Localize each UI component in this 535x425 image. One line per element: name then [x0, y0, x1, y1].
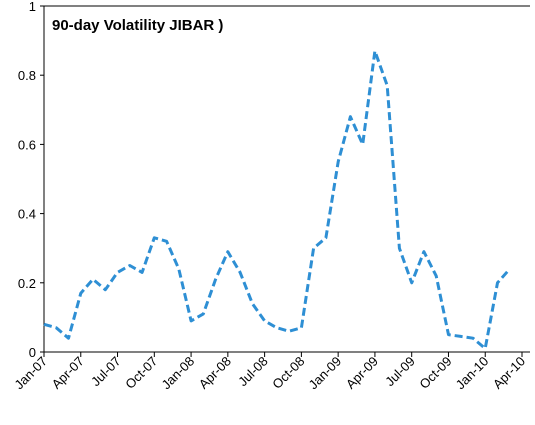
y-tick-label: 1 [29, 0, 36, 14]
x-tick-label: Oct-07 [122, 354, 160, 392]
x-tick-label: Jan-08 [158, 354, 197, 393]
x-tick-label: Apr-08 [196, 354, 234, 392]
x-tick-label: Apr-09 [343, 354, 381, 392]
x-tick-label: Jul-08 [235, 354, 271, 390]
x-tick-label: Apr-07 [49, 354, 87, 392]
x-tick-label: Jan-10 [453, 354, 492, 393]
x-tick-label: Jul-09 [382, 354, 418, 390]
data-line [43, 49, 511, 350]
x-tick-label: Oct-09 [416, 354, 454, 392]
chart-title: 90-day Volatility JIBAR ) [52, 17, 223, 34]
y-tick-label: 0.8 [18, 68, 36, 83]
x-tick-label: Apr-10 [490, 354, 528, 392]
x-tick-label: Oct-08 [269, 354, 307, 392]
y-tick-label: 0.4 [18, 207, 36, 222]
y-tick-label: 0.2 [18, 276, 36, 291]
x-tick-label: Jul-07 [88, 354, 124, 390]
y-tick-label: 0.6 [18, 137, 36, 152]
y-tick-label: 0 [29, 345, 36, 360]
x-tick-label: Jan-09 [306, 354, 345, 393]
